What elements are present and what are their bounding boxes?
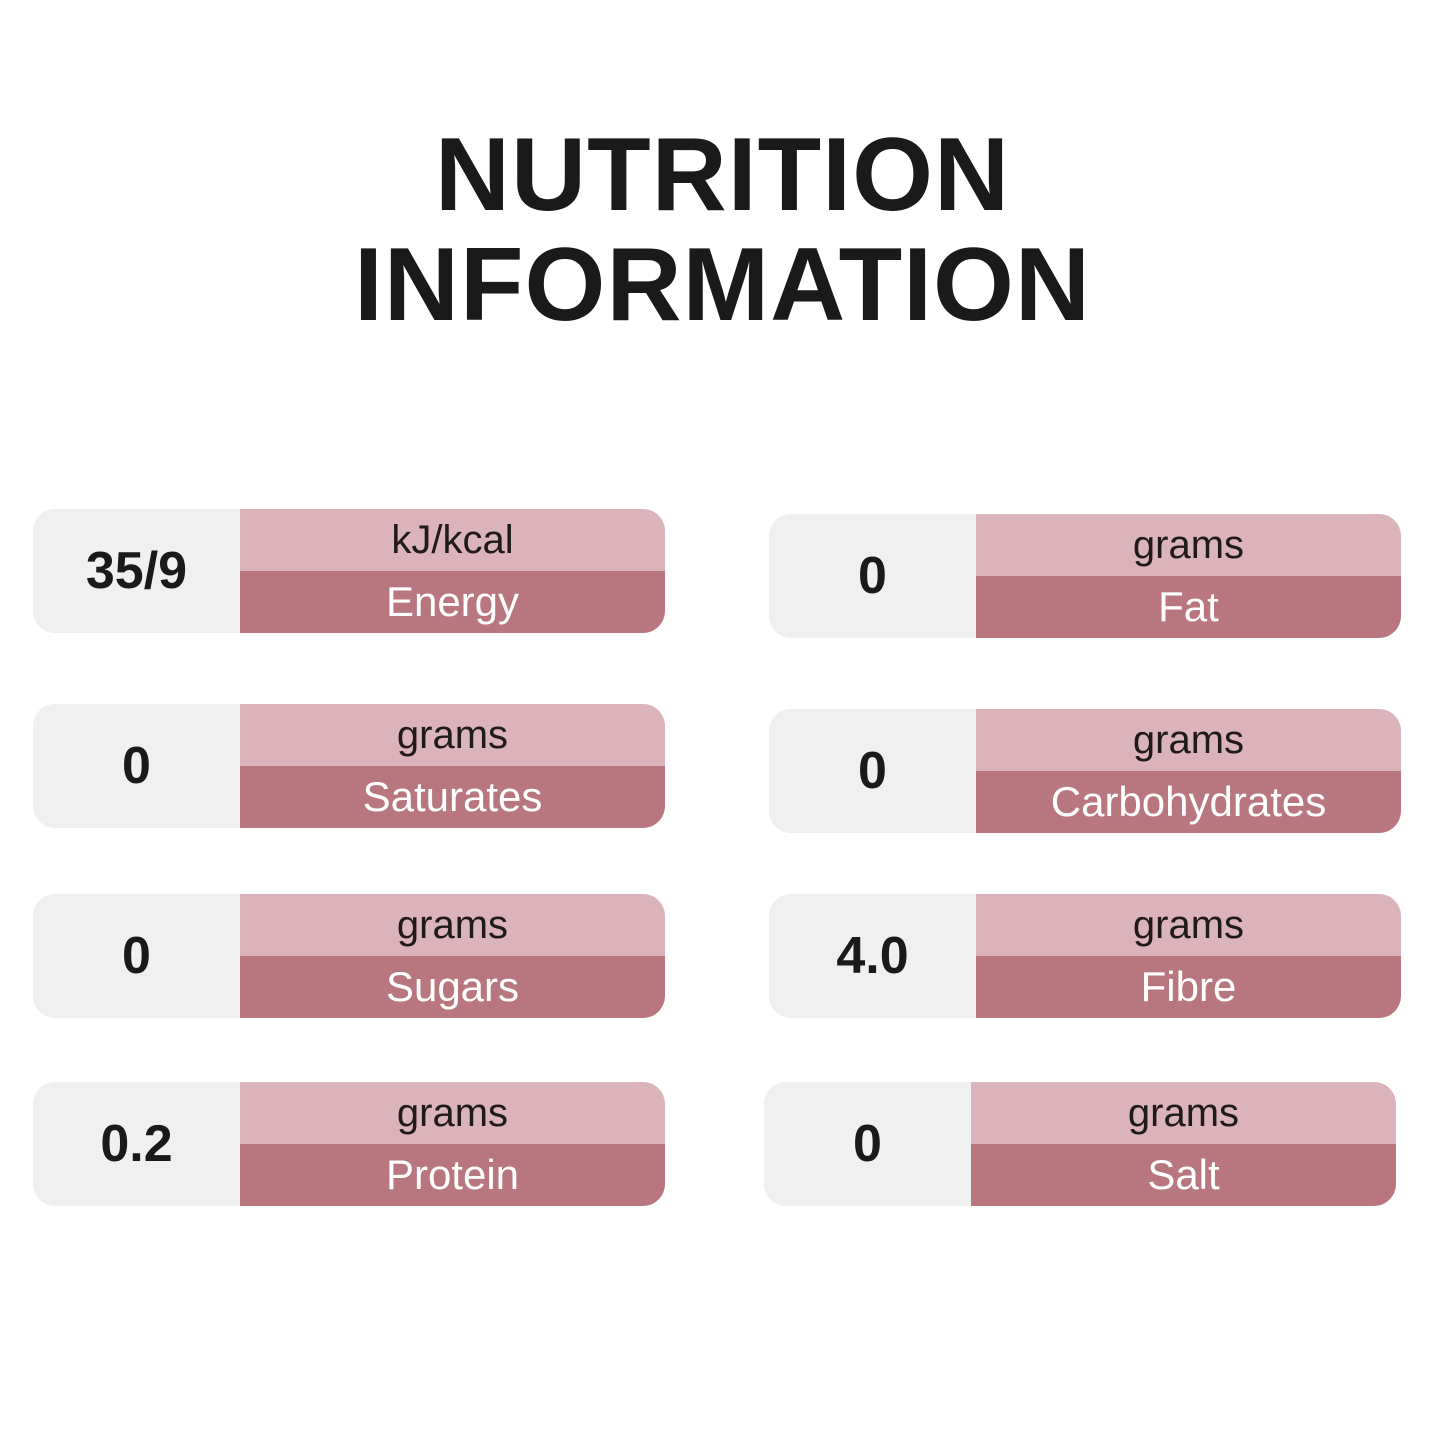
nutrient-value: 0 (122, 737, 151, 795)
nutrient-value: 0 (853, 1115, 882, 1173)
nutrient-unit: kJ/kcal (240, 509, 665, 571)
nutrient-value: 35/9 (85, 542, 188, 600)
nutrient-label: Sugars (240, 956, 665, 1018)
nutrient-value: 0 (858, 547, 887, 605)
nutrient-value: 0 (122, 927, 151, 985)
nutrient-unit: grams (976, 709, 1401, 771)
title-line-1: NUTRITION (434, 117, 1011, 233)
nutrient-unit: grams (240, 894, 665, 956)
nutrient-card-carbohydrates: 0 grams Carbohydrates (769, 709, 1401, 833)
nutrient-label: Fibre (976, 956, 1401, 1018)
nutrient-value: 0.2 (100, 1115, 173, 1173)
nutrient-value: 4.0 (836, 927, 909, 985)
nutrient-unit: grams (976, 514, 1401, 576)
nutrient-label: Energy (240, 571, 665, 633)
nutrient-label: Saturates (240, 766, 665, 828)
nutrient-value: 0 (858, 742, 887, 800)
nutrient-label: Salt (971, 1144, 1396, 1206)
nutrient-card-fibre: 4.0 grams Fibre (769, 894, 1401, 1018)
nutrient-unit: grams (240, 1082, 665, 1144)
title-line-2: INFORMATION (354, 227, 1091, 343)
nutrient-card-salt: 0 grams Salt (764, 1082, 1396, 1206)
nutrient-unit: grams (240, 704, 665, 766)
nutrient-card-fat: 0 grams Fat (769, 514, 1401, 638)
nutrient-card-sugars: 0 grams Sugars (33, 894, 665, 1018)
nutrient-unit: grams (976, 894, 1401, 956)
nutrient-unit: grams (971, 1082, 1396, 1144)
page-title: NUTRITION INFORMATION (0, 120, 1445, 340)
nutrient-card-protein: 0.2 grams Protein (33, 1082, 665, 1206)
nutrient-label: Fat (976, 576, 1401, 638)
nutrient-label: Carbohydrates (976, 771, 1401, 833)
nutrient-card-saturates: 0 grams Saturates (33, 704, 665, 828)
nutrient-label: Protein (240, 1144, 665, 1206)
nutrient-card-energy: 35/9 kJ/kcal Energy (33, 509, 665, 633)
